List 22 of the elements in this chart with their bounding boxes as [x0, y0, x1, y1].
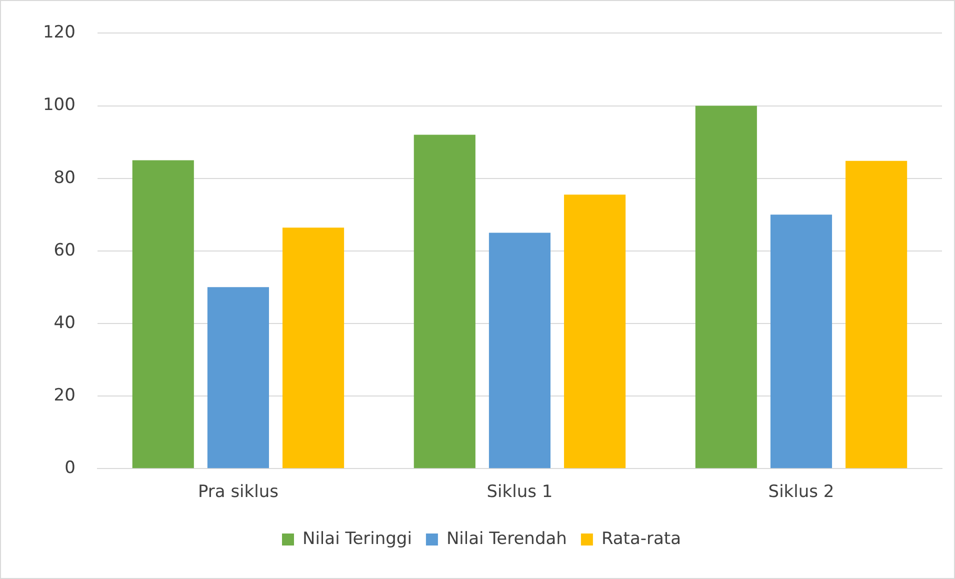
y-tick-label: 0 [64, 458, 76, 478]
y-tick-label: 60 [54, 240, 76, 260]
legend-label: Nilai Teringgi [302, 528, 412, 549]
bar [770, 214, 832, 468]
bar [564, 194, 626, 468]
legend-label: Rata-rata [601, 528, 682, 549]
bar [282, 228, 344, 468]
y-tick-label: 20 [54, 385, 76, 406]
y-tick-label: 80 [54, 168, 76, 188]
legend-label: Nilai Terendah [446, 528, 567, 549]
x-tick-label: Siklus 1 [486, 482, 553, 502]
bar [207, 287, 269, 468]
y-tick-label: 120 [42, 22, 76, 43]
bar [132, 160, 194, 468]
x-tick-label: Siklus 2 [768, 482, 834, 502]
bar [488, 232, 551, 468]
x-tick-label: Pra siklus [198, 482, 279, 502]
y-tick-label: 100 [42, 95, 76, 116]
bar [414, 134, 476, 468]
bar [695, 106, 757, 468]
bar [846, 160, 908, 468]
y-tick-label: 40 [54, 312, 76, 333]
